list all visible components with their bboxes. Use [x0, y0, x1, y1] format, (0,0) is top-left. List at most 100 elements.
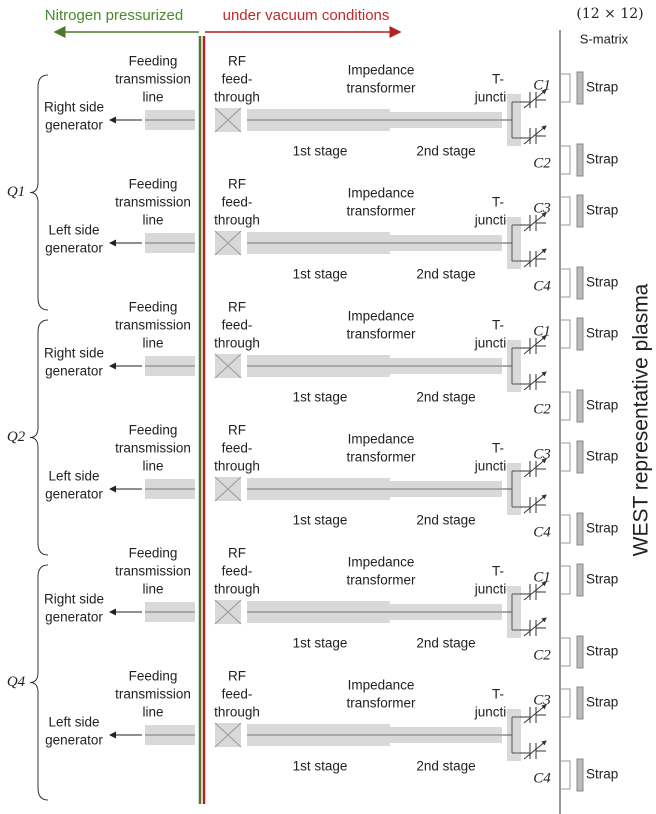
impedance-label: transformer [346, 696, 416, 711]
capacitor-label: C4 [533, 770, 551, 786]
capacitor-label: C4 [533, 278, 551, 294]
vacuum-label: under vacuum conditions [223, 7, 390, 24]
rf-label: through [214, 90, 260, 105]
capacitor [520, 251, 546, 267]
strap-lead [560, 319, 571, 349]
stage2-label: 2nd stage [416, 759, 475, 774]
strap-label: Strap [586, 695, 618, 710]
feeding-label: Feeding [129, 54, 178, 69]
tjunction [507, 463, 521, 515]
tjunction-conductor [502, 224, 520, 262]
strap-label: Strap [586, 80, 618, 95]
generator-label: Right side [44, 592, 104, 607]
rf-cross [214, 230, 242, 256]
group-brace [29, 74, 49, 311]
capacitor-arrow [523, 458, 547, 478]
feeding-label: transmission [115, 195, 191, 210]
capacitor [520, 620, 546, 636]
capacitor-arrow [523, 335, 547, 355]
strap-label: Strap [586, 326, 618, 341]
rf-label: through [214, 336, 260, 351]
strap-label: Strap [586, 152, 618, 167]
stage2-label: 2nd stage [416, 390, 475, 405]
capacitor-label: C2 [533, 647, 551, 663]
feeding-label: Feeding [129, 546, 178, 561]
strap [576, 143, 584, 177]
strap-lead [560, 514, 571, 544]
feeding-label: line [142, 336, 163, 351]
tjunction [507, 709, 521, 761]
capacitor-arrow [523, 704, 547, 724]
tjunction [507, 586, 521, 638]
strap [576, 512, 584, 546]
feeding-label: transmission [115, 564, 191, 579]
capacitor-arrow [523, 581, 547, 601]
stage1-label: 1st stage [293, 759, 348, 774]
strap-lead [560, 688, 571, 718]
feeding-label: transmission [115, 72, 191, 87]
strap-lead [560, 442, 571, 472]
tjunction [507, 217, 521, 269]
strap-label: Strap [586, 521, 618, 536]
rf-cross [214, 599, 242, 625]
nitrogen-label: Nitrogen pressurized [45, 7, 183, 24]
generator-label: Right side [44, 100, 104, 115]
tjunction-label: T- [492, 195, 504, 210]
rf-label: RF [228, 177, 246, 192]
stage2-label: 2nd stage [416, 267, 475, 282]
stage1-label: 1st stage [293, 636, 348, 651]
strap-label: Strap [586, 398, 618, 413]
capacitor-label: C1 [533, 323, 551, 339]
stage1-label: 1st stage [293, 267, 348, 282]
strap-lead [560, 73, 571, 103]
generator-label: generator [45, 610, 103, 625]
tjunction [507, 94, 521, 146]
strap [576, 635, 584, 669]
rf-label: feed- [222, 72, 253, 87]
impedance-label: Impedance [348, 678, 415, 693]
generator-label: generator [45, 733, 103, 748]
capacitor [520, 128, 546, 144]
rf-label: through [214, 459, 260, 474]
generator-label: Right side [44, 346, 104, 361]
capacitor-label: C2 [533, 401, 551, 417]
rf-label: feed- [222, 195, 253, 210]
impedance-label: transformer [346, 81, 416, 96]
capacitor-label: C3 [533, 200, 551, 216]
capacitor-arrow [523, 371, 547, 391]
strap-label: Strap [586, 449, 618, 464]
feeding-label: line [142, 582, 163, 597]
rf-label: RF [228, 546, 246, 561]
tjunction-conductor [502, 101, 520, 139]
tjunction-conductor [502, 470, 520, 508]
impedance-label: Impedance [348, 555, 415, 570]
impedance-label: transformer [346, 204, 416, 219]
stage1-label: 1st stage [293, 390, 348, 405]
generator-label: generator [45, 118, 103, 133]
tjunction-conductor [502, 716, 520, 754]
feeding-label: transmission [115, 318, 191, 333]
strap-label: Strap [586, 767, 618, 782]
capacitor-label: C3 [533, 692, 551, 708]
strap-label: Strap [586, 203, 618, 218]
capacitor-label: C2 [533, 155, 551, 171]
generator-label: Left side [48, 715, 99, 730]
feeding-label: line [142, 705, 163, 720]
stage1-label: 1st stage [293, 144, 348, 159]
capacitor-arrow [523, 617, 547, 637]
impedance-label: Impedance [348, 432, 415, 447]
tjunction [507, 340, 521, 392]
rf-label: through [214, 705, 260, 720]
strap-label: Strap [586, 572, 618, 587]
capacitor [520, 374, 546, 390]
impedance-label: Impedance [348, 186, 415, 201]
feeding-label: line [142, 213, 163, 228]
group-label: Q4 [7, 674, 26, 690]
capacitor-arrow [523, 125, 547, 145]
strap-lead [560, 268, 571, 298]
capacitor [520, 215, 546, 231]
group-label: Q1 [7, 184, 25, 200]
strap-lead [560, 760, 571, 790]
capacitor-label: C3 [533, 446, 551, 462]
